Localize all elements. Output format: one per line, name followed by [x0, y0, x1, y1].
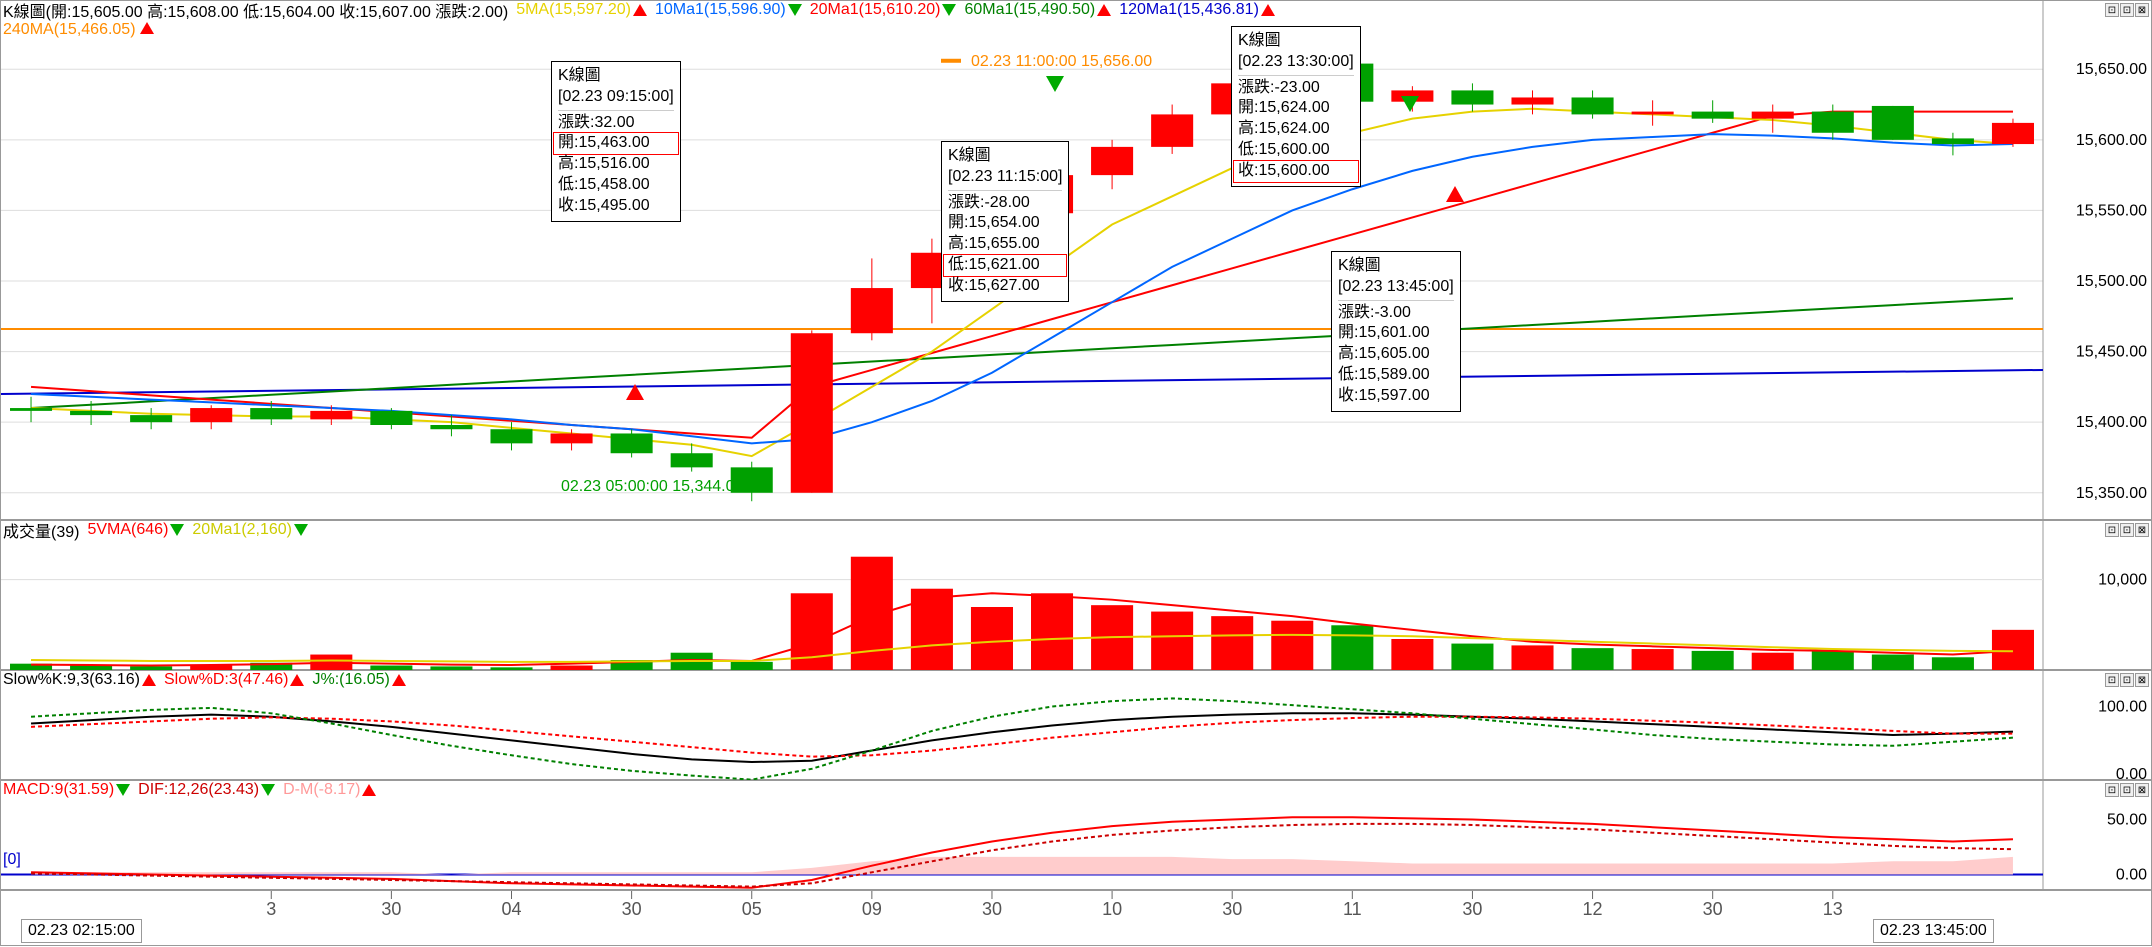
svg-text:10: 10 — [1102, 899, 1122, 919]
macd-header: MACD:9(31.59) DIF:12,26(23.43) D-M(-8.17… — [1, 781, 376, 799]
svg-text:10,000: 10,000 — [2098, 572, 2147, 589]
macd-arrow-icon — [116, 784, 130, 796]
svg-text:15,550.00: 15,550.00 — [2076, 202, 2147, 219]
kline-chart-svg: 15,350.00 15,400.00 15,450.00 15,500.00 15,5… — [1, 1, 2152, 521]
svg-text:100.00: 100.00 — [2098, 699, 2147, 716]
kline-panel[interactable]: K線圖(開:15,605.00 高:15,608.00 低:15,604.00 … — [0, 0, 2152, 520]
svg-text:02.23 11:00:00 15,656.00: 02.23 11:00:00 15,656.00 — [971, 53, 1152, 70]
svg-text:12: 12 — [1583, 899, 1603, 919]
svg-text:15,650.00: 15,650.00 — [2076, 61, 2147, 78]
ma240-row: 240MA(15,466.05) — [3, 21, 154, 39]
ma20-label: 20Ma1(15,610.20) — [810, 1, 957, 19]
dm-label: D-M(-8.17) — [283, 781, 376, 799]
svg-text:0.00: 0.00 — [2116, 867, 2147, 884]
svg-text:15,500.00: 15,500.00 — [2076, 273, 2147, 290]
svg-text:30: 30 — [381, 899, 401, 919]
ma10-arrow-icon — [788, 4, 802, 16]
svg-text:30: 30 — [1222, 899, 1242, 919]
kline-title: K線圖(開:15,605.00 高:15,608.00 低:15,604.00 … — [3, 0, 508, 22]
ma120-arrow-icon — [1261, 4, 1275, 16]
svg-text:15,450.00: 15,450.00 — [2076, 344, 2147, 361]
tooltip-2: K線圖[02.23 13:30:00]漲跌:-23.00開:15,624.00高… — [1231, 26, 1361, 187]
dif-arrow-icon — [261, 784, 275, 796]
vma20-label: 20Ma1(2,160) — [192, 521, 308, 539]
svg-text:11: 11 — [1343, 899, 1362, 919]
ma10-label: 10Ma1(15,596.90) — [655, 1, 802, 19]
ma5-arrow-icon — [633, 4, 647, 16]
jpct-label: J%:(16.05) — [312, 671, 405, 689]
jpct-arrow-icon — [392, 674, 406, 686]
xaxis-svg: 3 30 04 30 05 09 30 10 30 11 30 12 30 13 — [1, 891, 2152, 947]
vma20-arrow-icon — [294, 524, 308, 536]
slowd-arrow-icon — [290, 674, 304, 686]
vma5-arrow-icon — [170, 524, 184, 536]
ma20-arrow-icon — [942, 4, 956, 16]
volume-header: 成交量(39) 5VMA(646) 20Ma1(2,160) — [1, 521, 308, 539]
xaxis-panel: 3 30 04 30 05 09 30 10 30 11 30 12 30 13 02.23 02:15:… — [0, 890, 2152, 946]
slowd-label: Slow%D:3(47.46) — [164, 671, 305, 689]
slowk-label: Slow%K:9,3(63.16) — [3, 671, 156, 689]
time-left-box: 02.23 02:15:00 — [21, 919, 142, 943]
svg-text:15,600.00: 15,600.00 — [2076, 132, 2147, 149]
svg-text:15,350.00: 15,350.00 — [2076, 485, 2147, 502]
svg-text:30: 30 — [1462, 899, 1482, 919]
tooltip-0: K線圖[02.23 09:15:00]漲跌:32.00開:15,463.00高:… — [551, 61, 681, 222]
ma60-arrow-icon — [1097, 4, 1111, 16]
kline-header: K線圖(開:15,605.00 高:15,608.00 低:15,604.00 … — [1, 1, 1275, 19]
svg-text:0.00: 0.00 — [2116, 766, 2147, 781]
ma240-arrow-icon — [140, 22, 154, 34]
ma120-label: 120Ma1(15,436.81) — [1119, 1, 1275, 19]
volume-panel[interactable]: 成交量(39) 5VMA(646) 20Ma1(2,160) ⊡ ⊡ ⊠ 10,… — [0, 520, 2152, 670]
dif-label: DIF:12,26(23.43) — [138, 781, 275, 799]
ma60-label: 60Ma1(15,490.50) — [964, 1, 1111, 19]
volume-chart-svg: 10,000 — [1, 521, 2152, 671]
kdj-header: Slow%K:9,3(63.16) Slow%D:3(47.46) J%:(16… — [1, 671, 406, 689]
time-right-box: 02.23 13:45:00 — [1873, 919, 1994, 943]
svg-text:09: 09 — [862, 899, 882, 919]
svg-text:50.00: 50.00 — [2107, 812, 2147, 829]
svg-text:04: 04 — [501, 899, 521, 919]
svg-text:3: 3 — [266, 899, 276, 919]
tooltip-3: K線圖[02.23 13:45:00]漲跌:-3.00開:15,601.00高:… — [1331, 251, 1461, 412]
slowk-arrow-icon — [142, 674, 156, 686]
vma5-label: 5VMA(646) — [87, 521, 184, 539]
kdj-panel[interactable]: Slow%K:9,3(63.16) Slow%D:3(47.46) J%:(16… — [0, 670, 2152, 780]
dm-arrow-icon — [362, 784, 376, 796]
volume-title: 成交量(39) — [3, 518, 79, 542]
ma5-label: 5MA(15,597.20) — [516, 1, 647, 19]
svg-text:30: 30 — [1703, 899, 1723, 919]
svg-text:02.23 05:00:00 15,344.00: 02.23 05:00:00 15,344.00 — [561, 478, 743, 495]
svg-text:30: 30 — [622, 899, 642, 919]
svg-text:15,400.00: 15,400.00 — [2076, 414, 2147, 431]
svg-text:30: 30 — [982, 899, 1002, 919]
macd-label: MACD:9(31.59) — [3, 781, 130, 799]
tooltip-1: K線圖[02.23 11:15:00]漲跌:-28.00開:15,654.00高… — [941, 141, 1069, 302]
svg-text:05: 05 — [742, 899, 762, 919]
macd-panel[interactable]: MACD:9(31.59) DIF:12,26(23.43) D-M(-8.17… — [0, 780, 2152, 890]
svg-text:13: 13 — [1823, 899, 1843, 919]
ma240-label: 240MA(15,466.05) — [3, 21, 136, 38]
